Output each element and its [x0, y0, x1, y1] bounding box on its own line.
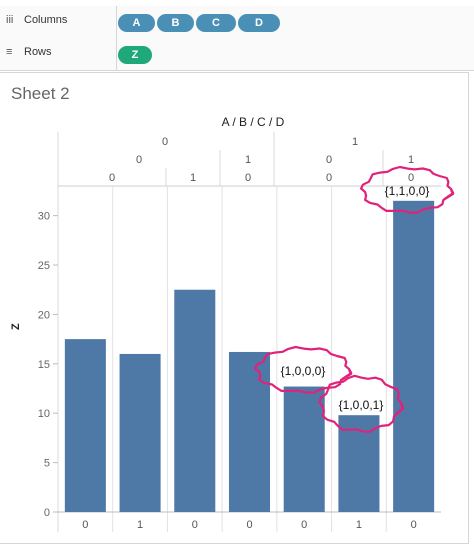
y-tick-label: 5 [44, 458, 50, 470]
bar-3[interactable] [228, 351, 271, 512]
header-b-1[interactable]: 1 [244, 154, 252, 166]
annotation-circle-2 [318, 374, 405, 433]
annotation-label-0: {1,1,0,0} [385, 184, 430, 198]
x-tick-label: 0 [246, 519, 252, 531]
bar-6[interactable] [393, 200, 435, 512]
row-pill-z[interactable]: Z [118, 46, 152, 64]
bar-2[interactable] [174, 289, 216, 512]
shelf-divider [116, 6, 117, 38]
sheet-title: Sheet 2 [11, 84, 70, 103]
y-tick-label: 30 [38, 211, 50, 223]
header-c-0c[interactable]: 0 [325, 172, 333, 184]
x-tick-label: 0 [82, 519, 88, 531]
annotation-circle-1 [253, 345, 353, 394]
column-pill-a[interactable]: A [118, 14, 155, 32]
header-b-0[interactable]: 0 [135, 154, 143, 166]
sheet-view [0, 72, 469, 544]
bar-0[interactable] [64, 339, 106, 512]
header-c-1[interactable]: 1 [189, 172, 197, 184]
column-pill-c[interactable]: C [196, 14, 236, 32]
x-tick-label: 0 [301, 519, 307, 531]
column-pill-d[interactable]: D [238, 14, 280, 32]
rows-icon: ≡ [6, 46, 13, 58]
x-tick-label: 0 [192, 519, 198, 531]
columns-shelf: iii Columns A B C D [0, 6, 474, 39]
column-header-title: A / B / C / D [221, 115, 285, 129]
rows-shelf-label: ≡ Rows [6, 46, 52, 58]
header-b-0b[interactable]: 0 [325, 154, 333, 166]
y-tick-label: 15 [38, 359, 50, 371]
x-tick-label: 0 [411, 519, 417, 531]
annotation-label-1: {1,0,0,0} [281, 364, 326, 378]
annotation-circle-0 [360, 165, 455, 214]
y-tick-label: 20 [38, 309, 50, 321]
column-pill-b[interactable]: B [157, 14, 194, 32]
header-c-0b[interactable]: 0 [244, 172, 252, 184]
columns-shelf-label: iii Columns [6, 14, 67, 26]
y-tick-label: 0 [44, 507, 50, 519]
header-b-1b[interactable]: 1 [407, 154, 415, 166]
header-a-0[interactable]: 0 [161, 136, 169, 148]
bar-1[interactable] [119, 353, 161, 512]
x-tick-label: 1 [356, 519, 362, 531]
rows-label-text: Rows [24, 46, 52, 58]
columns-icon: iii [6, 14, 14, 26]
bar-4[interactable] [283, 386, 325, 512]
shelf-divider [116, 38, 117, 70]
x-tick-label: 1 [137, 519, 143, 531]
columns-label-text: Columns [24, 14, 68, 26]
header-c-0d[interactable]: 0 [407, 172, 415, 184]
annotation-label-2: {1,0,0,1} [339, 398, 384, 412]
rows-shelf: ≡ Rows Z [0, 38, 474, 71]
y-tick-label: 10 [38, 408, 50, 420]
header-a-1[interactable]: 1 [351, 136, 359, 148]
y-tick-label: 25 [38, 260, 50, 272]
header-c-0[interactable]: 0 [108, 172, 116, 184]
